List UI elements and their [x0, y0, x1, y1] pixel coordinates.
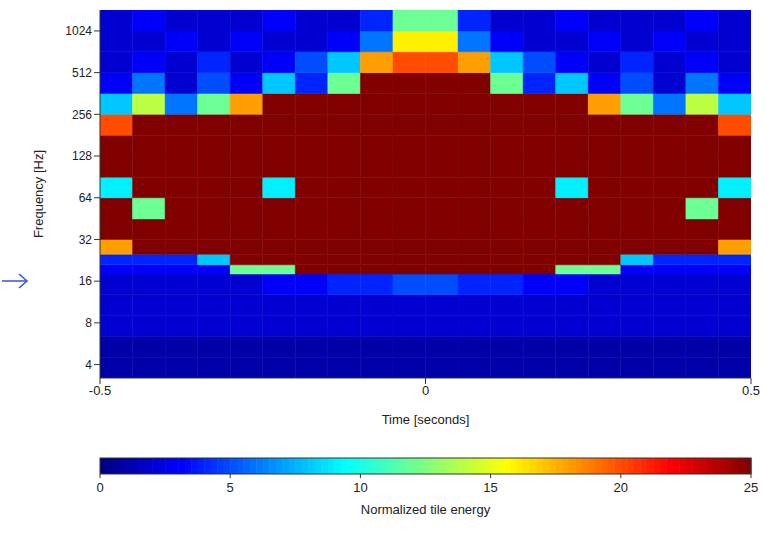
svg-text:256: 256 [72, 108, 92, 122]
svg-text:16: 16 [79, 274, 93, 288]
svg-text:Frequency [Hz]: Frequency [Hz] [31, 150, 46, 238]
svg-text:8: 8 [85, 316, 92, 330]
svg-text:Time [seconds]: Time [seconds] [382, 412, 470, 427]
svg-text:0.5: 0.5 [742, 383, 760, 398]
svg-text:0: 0 [96, 480, 103, 495]
svg-text:32: 32 [79, 233, 93, 247]
svg-text:25: 25 [744, 480, 758, 495]
svg-text:15: 15 [483, 480, 497, 495]
svg-text:5: 5 [227, 480, 234, 495]
svg-text:-0.5: -0.5 [89, 383, 111, 398]
svg-text:128: 128 [72, 149, 92, 163]
svg-text:512: 512 [72, 66, 92, 80]
svg-text:4: 4 [85, 358, 92, 372]
svg-text:0: 0 [422, 383, 429, 398]
svg-text:64: 64 [79, 191, 93, 205]
svg-text:1024: 1024 [65, 24, 92, 38]
svg-text:20: 20 [614, 480, 628, 495]
svg-text:10: 10 [353, 480, 367, 495]
svg-text:Normalized tile energy: Normalized tile energy [361, 502, 491, 517]
